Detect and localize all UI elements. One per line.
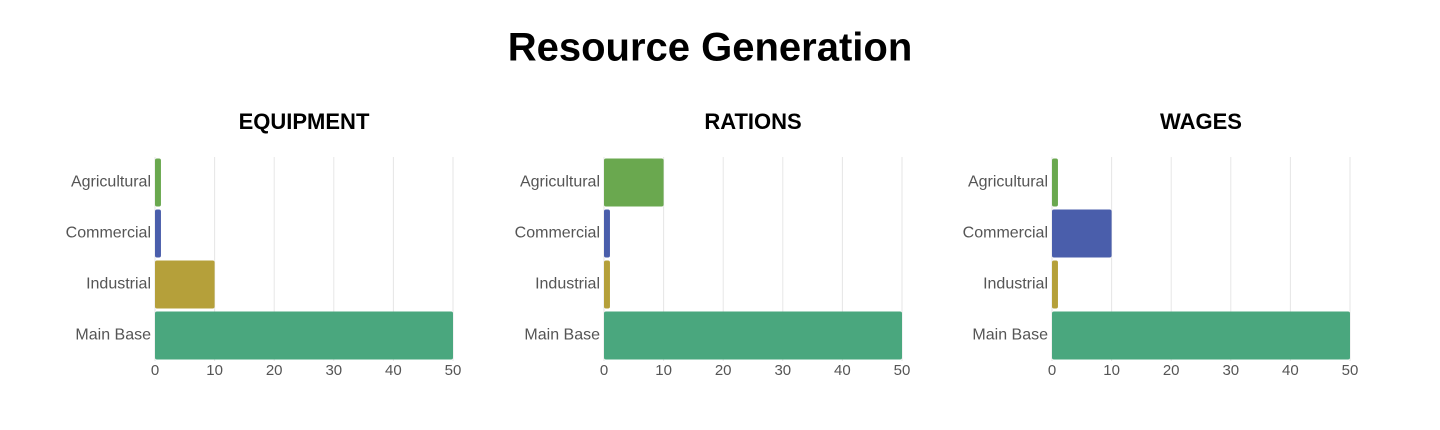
x-tick-label: 40 bbox=[385, 362, 402, 379]
x-tick-label: 30 bbox=[1222, 362, 1239, 379]
x-tick-label: 10 bbox=[655, 362, 672, 379]
y-tick-label: Commercial bbox=[963, 225, 1048, 242]
x-tick-label: 30 bbox=[774, 362, 791, 379]
page-title: Resource Generation bbox=[508, 26, 913, 70]
y-tick-label: Main Base bbox=[972, 327, 1048, 344]
x-tick-label: 50 bbox=[894, 362, 911, 379]
chart-title: WAGES bbox=[1160, 109, 1242, 134]
bar bbox=[155, 260, 215, 309]
bar bbox=[604, 209, 610, 258]
y-tick-label: Agricultural bbox=[520, 174, 600, 191]
y-tick-label: Industrial bbox=[86, 276, 151, 293]
y-tick-label: Agricultural bbox=[968, 174, 1048, 191]
bar bbox=[1052, 260, 1058, 309]
bar bbox=[1052, 158, 1058, 207]
bar bbox=[604, 311, 902, 360]
x-tick-label: 30 bbox=[325, 362, 342, 379]
x-tick-label: 50 bbox=[445, 362, 462, 379]
bar bbox=[1052, 311, 1350, 360]
x-tick-label: 40 bbox=[834, 362, 851, 379]
y-tick-label: Industrial bbox=[535, 276, 600, 293]
x-tick-label: 10 bbox=[206, 362, 223, 379]
x-tick-label: 40 bbox=[1282, 362, 1299, 379]
bar bbox=[1052, 209, 1112, 258]
y-tick-label: Main Base bbox=[75, 327, 151, 344]
y-tick-label: Commercial bbox=[515, 225, 600, 242]
bar bbox=[604, 260, 610, 309]
x-tick-label: 20 bbox=[1163, 362, 1180, 379]
x-tick-label: 0 bbox=[1048, 362, 1056, 379]
bar bbox=[155, 209, 161, 258]
x-tick-label: 50 bbox=[1342, 362, 1359, 379]
bar bbox=[155, 158, 161, 207]
x-tick-label: 20 bbox=[715, 362, 732, 379]
y-tick-label: Industrial bbox=[983, 276, 1048, 293]
chart-title: RATIONS bbox=[704, 109, 801, 134]
x-tick-label: 20 bbox=[266, 362, 283, 379]
chart-title: EQUIPMENT bbox=[239, 109, 370, 134]
y-tick-label: Agricultural bbox=[71, 174, 151, 191]
bar bbox=[604, 158, 664, 207]
y-tick-label: Commercial bbox=[66, 225, 151, 242]
y-tick-label: Main Base bbox=[524, 327, 600, 344]
x-tick-label: 0 bbox=[600, 362, 608, 379]
bar bbox=[155, 311, 453, 360]
x-tick-label: 10 bbox=[1103, 362, 1120, 379]
x-tick-label: 0 bbox=[151, 362, 159, 379]
